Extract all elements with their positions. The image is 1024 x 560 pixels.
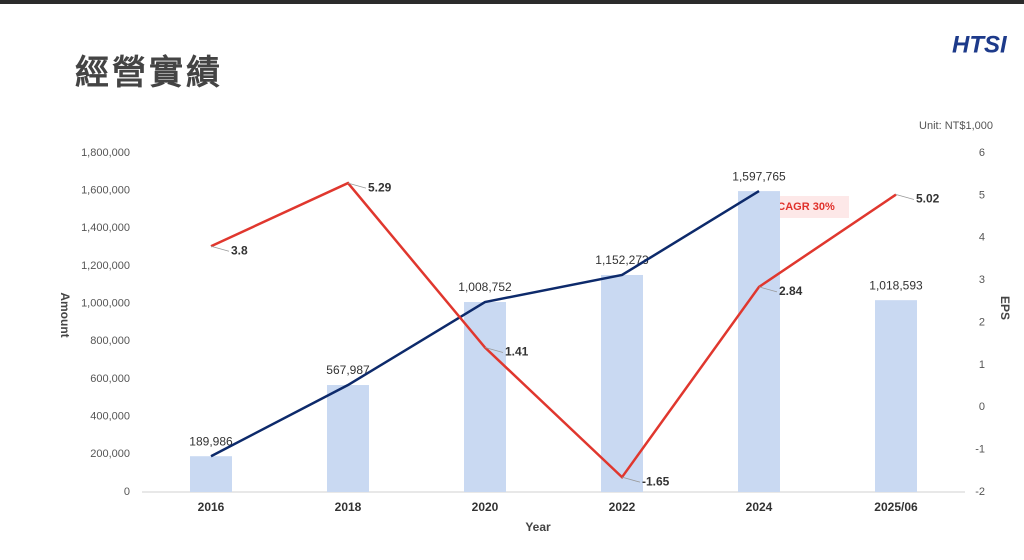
y-tick-label: 1,400,000 bbox=[81, 222, 130, 234]
y2-tick-label: 5 bbox=[979, 189, 985, 201]
y2-tick-label: 1 bbox=[979, 359, 985, 371]
y2-tick-label: 4 bbox=[979, 232, 985, 244]
eps-label: 2.84 bbox=[779, 284, 803, 298]
bar bbox=[875, 300, 917, 492]
slide-title: 經營實績 bbox=[75, 53, 223, 92]
bar bbox=[464, 302, 506, 492]
line bbox=[210, 181, 897, 480]
label-leader bbox=[621, 476, 641, 483]
eps-label: 3.8 bbox=[231, 243, 248, 257]
y-tick-label: 1,800,000 bbox=[81, 147, 130, 159]
x-tick-label: 2025/06 bbox=[874, 500, 918, 514]
label-leader bbox=[758, 286, 778, 293]
value-label: 1,008,752 bbox=[458, 280, 512, 294]
x-tick-label: 2018 bbox=[335, 500, 362, 514]
value-label: 567,987 bbox=[326, 363, 370, 377]
value-label: 1,018,593 bbox=[869, 278, 923, 292]
x-tick-label: 2016 bbox=[198, 500, 225, 514]
bar bbox=[601, 274, 643, 492]
eps-label: 5.29 bbox=[368, 180, 392, 194]
label-leader bbox=[347, 182, 367, 189]
annotation-box bbox=[763, 196, 849, 218]
y2-tick-label: -1 bbox=[975, 444, 985, 456]
annotation: CAGR 30% bbox=[777, 201, 835, 213]
y-tick-label: 400,000 bbox=[90, 411, 130, 423]
x-tick-label: 2024 bbox=[746, 500, 773, 514]
line bbox=[210, 190, 760, 458]
label-leader bbox=[210, 245, 230, 252]
x-tick-label: 2022 bbox=[609, 500, 636, 514]
eps-label: -1.65 bbox=[642, 474, 670, 488]
value-label: 1,152,273 bbox=[595, 253, 649, 267]
eps-label: 5.02 bbox=[916, 192, 940, 206]
bar bbox=[327, 385, 369, 492]
y-tick-label: 1,600,000 bbox=[81, 185, 130, 197]
y-tick-label: 1,000,000 bbox=[81, 298, 130, 310]
unit-note: Unit: NT$1,000 bbox=[919, 120, 993, 132]
y2-axis-title: EPS bbox=[998, 296, 1012, 320]
y2-tick-label: 3 bbox=[979, 274, 985, 286]
y2-tick-label: 6 bbox=[979, 147, 985, 159]
x-tick-label: 2020 bbox=[472, 500, 499, 514]
label-leader bbox=[484, 347, 504, 353]
y-tick-label: 1,200,000 bbox=[81, 260, 130, 272]
value-label: 1,597,765 bbox=[732, 169, 786, 183]
y-tick-label: 800,000 bbox=[90, 335, 130, 347]
y2-tick-label: 0 bbox=[979, 401, 985, 413]
y-tick-label: 600,000 bbox=[90, 373, 130, 385]
y-tick-label: 200,000 bbox=[90, 448, 130, 460]
y-tick-label: 0 bbox=[124, 486, 130, 498]
y2-tick-label: -2 bbox=[975, 486, 985, 498]
y2-tick-label: 2 bbox=[979, 316, 985, 328]
bar bbox=[190, 456, 232, 492]
bar bbox=[738, 191, 780, 492]
eps-label: 1.41 bbox=[505, 345, 529, 359]
value-label: 189,986 bbox=[189, 434, 233, 448]
top-bar bbox=[0, 0, 1024, 4]
y-axis-title: Amount bbox=[58, 292, 72, 337]
x-axis-title: Year bbox=[525, 520, 551, 534]
label-leader bbox=[895, 194, 915, 200]
logo: HTSI bbox=[952, 31, 1008, 58]
